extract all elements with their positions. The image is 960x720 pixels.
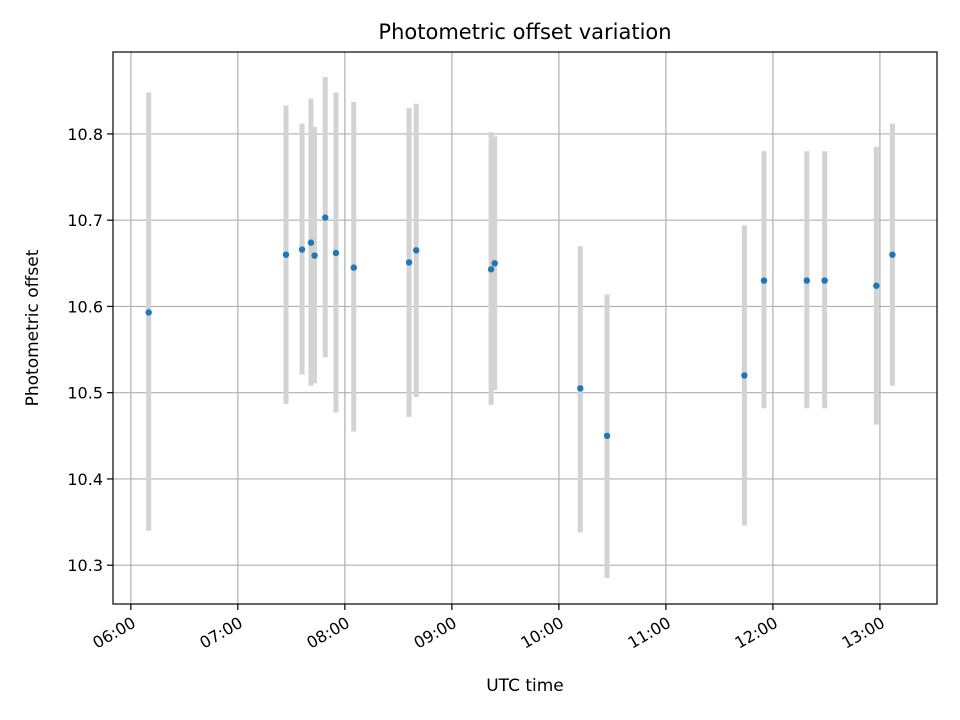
- data-point: [298, 246, 306, 253]
- y-axis-ticks: 10.3 10.4 10.5 10.6 10.7 10.8: [67, 125, 113, 575]
- data-point: [322, 214, 329, 221]
- y-tick-label: 10.8: [67, 125, 103, 144]
- data-point: [350, 264, 357, 271]
- data-point: [307, 239, 315, 246]
- data-point: [873, 282, 880, 289]
- y-tick-label: 10.7: [67, 211, 103, 230]
- grid: [113, 52, 937, 604]
- data-point: [577, 385, 584, 392]
- data-point: [405, 259, 413, 266]
- data-point: [487, 266, 495, 273]
- data-point: [741, 372, 748, 379]
- y-tick-label: 10.6: [67, 297, 103, 316]
- y-tick-label: 10.3: [67, 556, 103, 575]
- y-axis-label: Photometric offset: [23, 249, 43, 406]
- data-point: [603, 432, 611, 440]
- data-point: [413, 247, 420, 254]
- data-point: [889, 251, 896, 258]
- data-point: [332, 249, 340, 257]
- data-point: [491, 260, 498, 267]
- y-tick-label: 10.5: [67, 384, 103, 403]
- data-points: [145, 214, 896, 440]
- y-tick-label: 10.4: [67, 470, 103, 489]
- x-axis-label: UTC time: [486, 676, 564, 696]
- data-point: [145, 309, 152, 316]
- data-point: [821, 277, 828, 284]
- chart-title: Photometric offset variation: [378, 20, 671, 44]
- data-point: [311, 252, 318, 259]
- plot-frame: [112, 51, 938, 605]
- data-point: [803, 277, 811, 284]
- data-point: [760, 277, 768, 284]
- data-point: [282, 251, 290, 258]
